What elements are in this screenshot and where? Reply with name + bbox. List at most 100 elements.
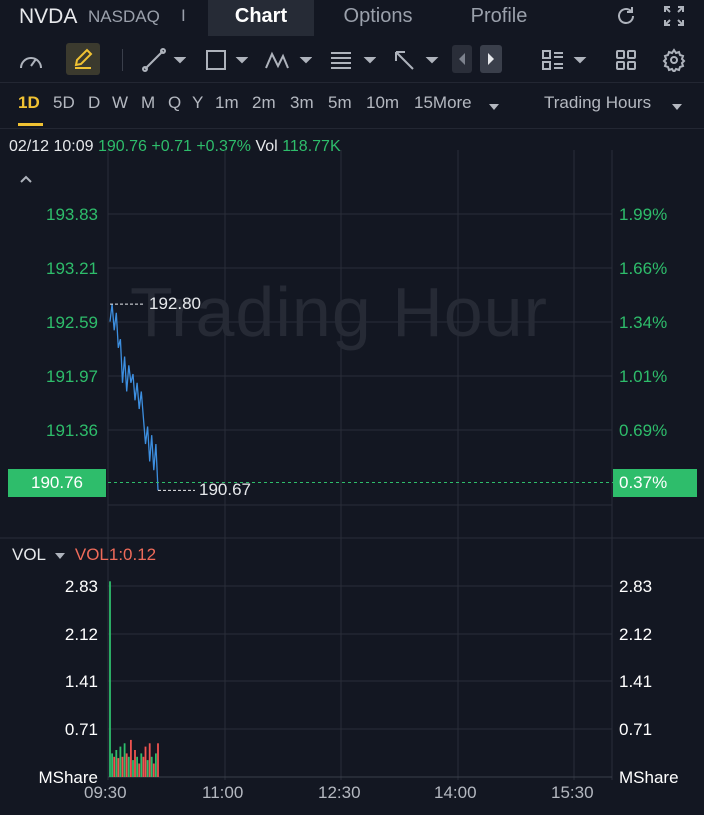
volume-unit-label: MShare <box>38 768 98 787</box>
period-active-indicator <box>18 123 43 126</box>
gauge-icon[interactable] <box>16 46 46 74</box>
price-axis-label: 192.59 <box>46 313 98 332</box>
current-pct-badge: 0.37% <box>613 469 697 497</box>
price-line <box>109 304 159 491</box>
volume-bar <box>146 760 149 777</box>
toolbar-divider <box>122 49 123 71</box>
volume-axis-label: 1.41 <box>64 672 98 691</box>
period-week[interactable]: W <box>112 93 129 112</box>
volume-bar <box>132 760 134 777</box>
period-more-caret-icon <box>488 98 500 116</box>
volume-bar <box>152 763 155 777</box>
volume-bar <box>123 743 126 777</box>
time-axis-label: 11:00 <box>202 783 244 802</box>
volume-bar <box>138 763 141 777</box>
quote-volume: 118.77K <box>282 138 341 155</box>
ticker-symbol: NVDA <box>19 5 78 28</box>
percent-axis-label: 0.69% <box>619 421 668 440</box>
percent-axis-label: 1.34% <box>619 313 668 332</box>
volume-bar <box>113 756 116 777</box>
grid-icon[interactable] <box>612 46 640 74</box>
time-axis-label: 15:30 <box>551 783 594 802</box>
volume-bar <box>150 756 153 777</box>
volume-bar <box>130 739 132 777</box>
drawing-toolbar <box>0 36 704 83</box>
volume-bar <box>111 753 113 777</box>
period-year[interactable]: Y <box>192 93 204 112</box>
volume-indicator: VOL1:0.12 <box>74 545 157 564</box>
ticker-separator: I <box>181 6 186 25</box>
quote-change-pct: +0.37% <box>196 138 252 155</box>
volume-bar <box>109 581 111 777</box>
volume-bar <box>157 743 159 777</box>
session-caret-icon <box>671 98 683 116</box>
period-5d[interactable]: 5D <box>53 93 75 112</box>
fullscreen-icon[interactable] <box>660 2 688 30</box>
time-axis-label: 14:00 <box>434 783 477 802</box>
period-month[interactable]: M <box>141 93 156 112</box>
volume-caret-icon[interactable] <box>54 545 66 565</box>
period-2m[interactable]: 2m <box>252 93 276 112</box>
volume-axis-label: 2.83 <box>64 577 98 596</box>
chart-watermark: Trading Hour <box>130 273 548 351</box>
settings-icon[interactable] <box>660 46 688 74</box>
quote-line: 02/12 10:09 190.76 +0.71 +0.37% Vol 118.… <box>9 138 341 156</box>
period-10m[interactable]: 10m <box>366 93 400 112</box>
price-axis-label: 191.36 <box>46 421 98 440</box>
trend-line-icon[interactable] <box>140 46 188 74</box>
percent-axis-label: 1.01% <box>619 367 668 386</box>
quote-vol-label: Vol <box>255 138 278 155</box>
top-bar <box>0 0 704 36</box>
period-day[interactable]: D <box>88 93 101 112</box>
period-bar <box>0 82 704 129</box>
scroll-left-icon[interactable] <box>452 45 472 73</box>
refresh-icon[interactable] <box>612 2 640 30</box>
period-more[interactable]: 15More <box>414 93 472 112</box>
exchange-label: NASDAQ <box>88 7 160 26</box>
period-3m[interactable]: 3m <box>290 93 314 112</box>
quote-price: 190.76 <box>97 138 147 155</box>
percent-axis-label: 1.66% <box>619 259 668 278</box>
quote-change: +0.71 <box>151 138 192 155</box>
volume-bar <box>140 753 143 777</box>
period-quarter[interactable]: Q <box>168 93 182 112</box>
volume-axis-label: 1.41 <box>619 672 653 691</box>
period-1m[interactable]: 1m <box>215 93 239 112</box>
period-1d[interactable]: 1D <box>18 93 40 112</box>
price-axis-label: 191.97 <box>46 367 98 386</box>
volume-bar <box>115 750 118 777</box>
price-axis-label: 193.21 <box>46 259 98 278</box>
time-axis-label: 09:30 <box>84 783 127 802</box>
volume-bar <box>148 743 151 777</box>
volume-header: VOL VOL1:0.12 <box>12 545 156 565</box>
volume-axis-label: 0.71 <box>619 720 653 739</box>
quote-datetime: 02/12 10:09 <box>9 138 94 155</box>
time-axis-label: 12:30 <box>318 783 361 802</box>
fib-icon[interactable] <box>328 46 376 74</box>
collapse-chevron-icon[interactable] <box>18 172 34 190</box>
volume-label[interactable]: VOL <box>12 545 46 564</box>
rectangle-icon[interactable] <box>202 46 250 74</box>
session-select[interactable]: Trading Hours <box>544 93 652 112</box>
price-axis-label: 193.83 <box>46 205 98 224</box>
draw-pen-icon[interactable] <box>66 43 100 75</box>
tab-options[interactable]: Options <box>343 5 413 27</box>
layout-list-icon[interactable] <box>540 46 590 74</box>
volume-unit-label: MShare <box>619 768 679 787</box>
volume-bar <box>117 758 120 777</box>
tab-chart[interactable]: Chart <box>208 0 314 36</box>
pattern-icon[interactable] <box>264 46 312 74</box>
volume-bar <box>127 756 130 777</box>
volume-bar <box>119 746 122 777</box>
period-5m[interactable]: 5m <box>328 93 352 112</box>
scroll-right-icon[interactable] <box>480 45 502 73</box>
volume-bar <box>142 756 145 777</box>
volume-bar <box>155 753 157 777</box>
volume-bar <box>144 746 147 777</box>
volume-bar <box>136 756 138 777</box>
arrow-icon[interactable] <box>392 46 440 74</box>
current-price-badge: 190.76 <box>8 469 106 497</box>
tab-profile[interactable]: Profile <box>470 5 528 27</box>
volume-bar <box>134 750 136 777</box>
